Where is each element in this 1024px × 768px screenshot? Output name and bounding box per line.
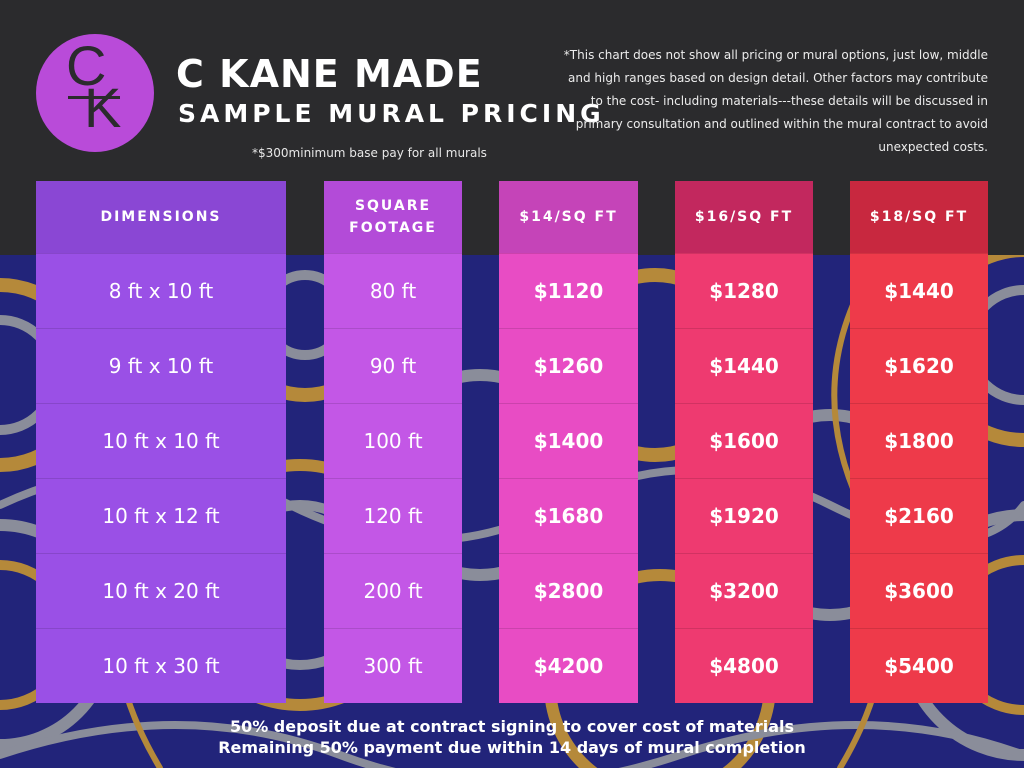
table-cell: 100 ft xyxy=(324,403,462,478)
table-cell: $5400 xyxy=(850,628,988,703)
table-cell: $1620 xyxy=(850,328,988,403)
logo-divider xyxy=(68,96,120,99)
table-cell: $1680 xyxy=(499,478,638,553)
column-header: DIMENSIONS xyxy=(36,181,286,253)
column-header: $14/SQ FT xyxy=(499,181,638,253)
payment-terms-remaining: Remaining 50% payment due within 14 days… xyxy=(218,738,806,757)
column-header: SQUARE FOOTAGE xyxy=(324,181,462,253)
column-price-16: $16/SQ FT $1280 $1440 $1600 $1920 $3200 … xyxy=(675,181,813,703)
table-cell: $1800 xyxy=(850,403,988,478)
table-cell: $2800 xyxy=(499,553,638,628)
table-cell: $1440 xyxy=(675,328,813,403)
table-cell: $1400 xyxy=(499,403,638,478)
table-cell: 90 ft xyxy=(324,328,462,403)
table-cell: $1260 xyxy=(499,328,638,403)
table-cell: 9 ft x 10 ft xyxy=(36,328,286,403)
logo-letter-c: C xyxy=(66,34,107,97)
disclaimer-text: *This chart does not show all pricing or… xyxy=(563,48,988,154)
payment-terms: 50% deposit due at contract signing to c… xyxy=(0,716,1024,758)
table-cell: 10 ft x 10 ft xyxy=(36,403,286,478)
table-cell: $4800 xyxy=(675,628,813,703)
table-cell: 300 ft xyxy=(324,628,462,703)
table-cell: $3200 xyxy=(675,553,813,628)
logo-circle xyxy=(36,34,154,152)
table-cell: 10 ft x 30 ft xyxy=(36,628,286,703)
payment-terms-deposit: 50% deposit due at contract signing to c… xyxy=(229,717,795,736)
table-cell: 200 ft xyxy=(324,553,462,628)
column-header: $16/SQ FT xyxy=(675,181,813,253)
column-square-footage: SQUARE FOOTAGE 80 ft 90 ft 100 ft 120 ft… xyxy=(324,181,462,703)
table-cell: 10 ft x 12 ft xyxy=(36,478,286,553)
table-cell: $4200 xyxy=(499,628,638,703)
minimum-pay-note: *$300minimum base pay for all murals xyxy=(252,146,487,160)
table-cell: 120 ft xyxy=(324,478,462,553)
table-cell: $2160 xyxy=(850,478,988,553)
table-cell: $3600 xyxy=(850,553,988,628)
table-cell: $1440 xyxy=(850,253,988,328)
column-price-18: $18/SQ FT $1440 $1620 $1800 $2160 $3600 … xyxy=(850,181,988,703)
column-price-14: $14/SQ FT $1120 $1260 $1400 $1680 $2800 … xyxy=(499,181,638,703)
table-cell: 10 ft x 20 ft xyxy=(36,553,286,628)
column-dimensions: DIMENSIONS 8 ft x 10 ft 9 ft x 10 ft 10 … xyxy=(36,181,286,703)
table-cell: 8 ft x 10 ft xyxy=(36,253,286,328)
brand-name: C KANE MADE xyxy=(176,52,483,96)
page-subtitle: SAMPLE MURAL PRICING xyxy=(178,99,605,128)
column-header: $18/SQ FT xyxy=(850,181,988,253)
table-cell: $1280 xyxy=(675,253,813,328)
table-cell: 80 ft xyxy=(324,253,462,328)
logo-letter-k: K xyxy=(84,76,122,139)
table-cell: $1920 xyxy=(675,478,813,553)
table-cell: $1600 xyxy=(675,403,813,478)
table-cell: $1120 xyxy=(499,253,638,328)
